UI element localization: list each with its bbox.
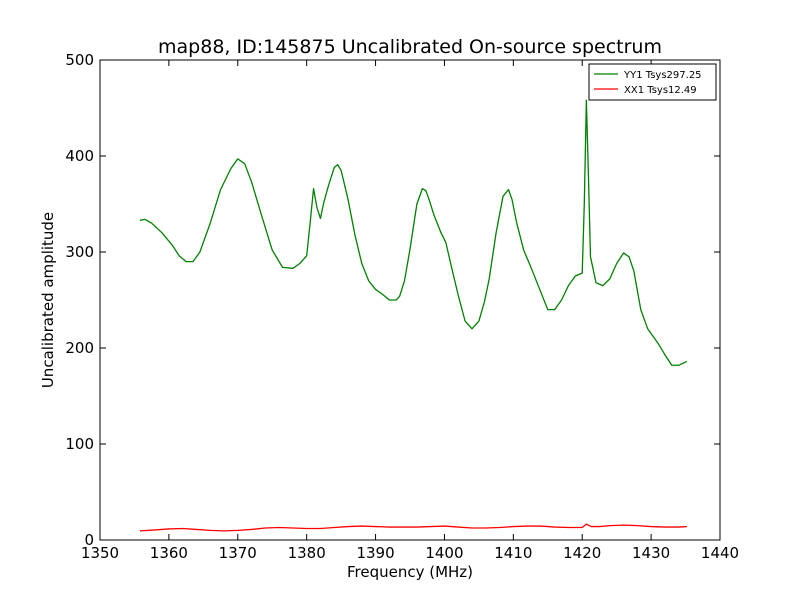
y-tick-label: 500 [65,51,94,69]
y-tick-label: 300 [65,243,94,261]
axis-ticks: 1350 1360 1370 1380 1390 1400 1410 1420 1430 1440… [65,51,739,562]
y-axis-label: Uncalibrated amplitude [39,212,57,388]
plot-lines [139,99,688,532]
x-tick-label: 1390 [356,544,394,562]
x-tick-label: 1360 [150,544,188,562]
y-tick-label: 400 [65,147,94,165]
x-tick-label: 1380 [288,544,326,562]
x-tick-label: 1410 [494,544,532,562]
series-line-yy1 [139,99,688,366]
x-tick-label: 1440 [701,544,739,562]
legend-label-yy1: YY1 Tsys297.25 [623,70,702,81]
x-tick-label: 1370 [219,544,257,562]
x-axis-label: Frequency (MHz) [347,563,473,581]
legend-label-xx1: XX1 Tsys12.49 [624,85,697,96]
x-tick-label: 1430 [632,544,670,562]
x-tick-label: 1420 [563,544,601,562]
x-tick-label: 1400 [425,544,463,562]
y-tick-label: 100 [65,435,94,453]
y-tick-label: 0 [84,531,94,549]
x-tick-label: 1350 [81,544,119,562]
plot-frame [99,59,721,541]
y-tick-label: 200 [65,339,94,357]
chart-title: map88, ID:145875 Uncalibrated On-source … [158,36,662,58]
series-line-xx1 [139,523,687,532]
legend-box [588,63,717,101]
legend: YY1 Tsys297.25 XX1 Tsys12.49 [588,63,717,101]
